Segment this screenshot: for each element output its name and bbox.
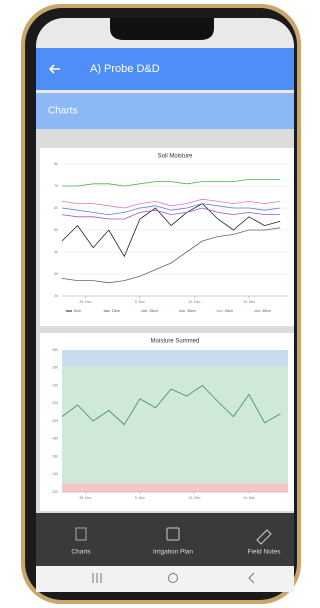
x-tick-label: 19. Dec — [243, 300, 255, 304]
bottom-nav — [36, 513, 294, 566]
x-tick-label: 5. Dec — [135, 300, 145, 304]
nav-label: Irrigation Plan — [153, 549, 193, 556]
y-tick-label: 80 — [54, 162, 58, 166]
section-title: Charts — [48, 106, 77, 117]
x-tick-label: 28. Nov — [79, 496, 91, 500]
y-tick-label: 260 — [52, 366, 58, 370]
legend-label: 15cm — [112, 309, 121, 313]
y-tick-label: 50 — [54, 228, 58, 232]
band — [62, 483, 288, 492]
y-tick-label: 20 — [54, 294, 58, 298]
x-tick-label: 12. Dec — [188, 496, 200, 500]
y-tick-label: 240 — [52, 383, 58, 387]
band — [62, 366, 288, 483]
legend-label: 35cm — [187, 309, 196, 313]
app-title: A) Probe D&D — [90, 63, 160, 75]
y-tick-label: 70 — [54, 184, 58, 188]
nav-label: Charts — [71, 549, 91, 556]
band — [62, 350, 288, 366]
y-tick-label: 30 — [54, 272, 58, 276]
legend-label: 25cm — [149, 309, 158, 313]
x-tick-label: 19. Dec — [243, 496, 255, 500]
y-tick-label: 180 — [52, 437, 58, 441]
nav-label: Field Notes — [248, 549, 282, 556]
x-tick-label: 12. Dec — [188, 300, 200, 304]
y-tick-label: 60 — [54, 206, 58, 210]
legend-label: 45cm — [225, 309, 234, 313]
x-tick-label: 5. Dec — [135, 496, 145, 500]
system-nav — [36, 566, 294, 592]
chart-title: Moisture Summed — [151, 339, 200, 345]
y-tick-label: 220 — [52, 401, 58, 405]
y-tick-label: 280 — [52, 348, 58, 352]
legend-label: 55cm — [262, 309, 271, 313]
chart-title: Soil Moisture — [158, 154, 193, 160]
x-tick-label: 28. Nov — [79, 300, 91, 304]
chart-panel — [40, 148, 294, 326]
y-tick-label: 200 — [52, 419, 58, 423]
phone-screenshot: A) Probe D&D Charts Charts Irrigation Pla… — [0, 0, 303, 608]
app-bar — [36, 48, 294, 90]
y-tick-label: 40 — [54, 250, 58, 254]
y-tick-label: 120 — [52, 490, 58, 494]
y-tick-label: 160 — [52, 454, 58, 458]
legend-label: 5cm — [74, 309, 81, 313]
y-tick-label: 140 — [52, 472, 58, 476]
notch — [110, 18, 214, 40]
